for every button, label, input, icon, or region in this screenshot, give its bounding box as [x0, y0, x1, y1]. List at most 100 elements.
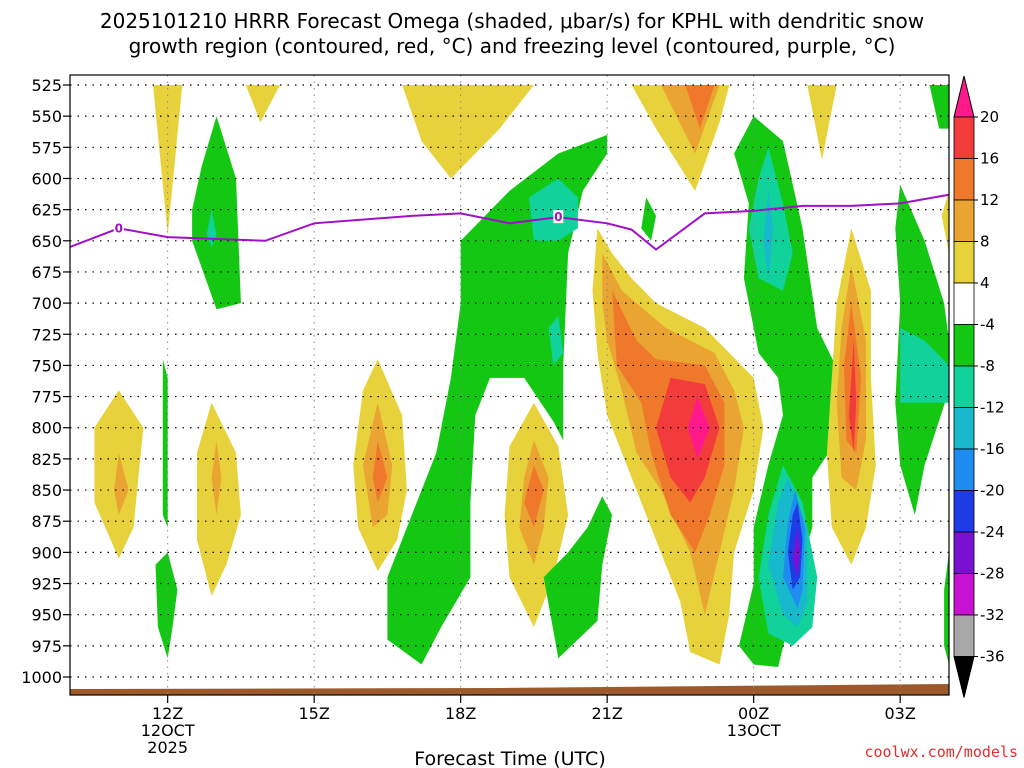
- y-tick-label-575: 575: [31, 138, 62, 157]
- colorbar-segment-11: [953, 531, 975, 574]
- x-tick-label-18-0: 18Z: [445, 704, 476, 723]
- omega-region-r19: [387, 134, 608, 665]
- pressure-axis: 525 550 575 600 625 650 675 700 725 750 775 800 825 8…: [21, 76, 70, 687]
- x-tick-label-21-0: 21Z: [592, 704, 623, 723]
- omega-region-r24: [524, 465, 544, 528]
- colorbar-label-13: -36: [980, 648, 1005, 666]
- x-tick-label-27-0: 03Z: [885, 704, 916, 723]
- omega-region-r7: [685, 85, 715, 129]
- colorbar-label-12: -32: [980, 606, 1005, 624]
- x-tick-label-24-1: 13OCT: [727, 721, 781, 740]
- y-tick-label-700: 700: [31, 294, 62, 313]
- y-tick-label-725: 725: [31, 325, 62, 344]
- chart-title-line-2: growth region (contoured, red, °C) and f…: [129, 34, 896, 58]
- credit-text: coolwx.com/models: [864, 743, 1018, 761]
- colorbar-segment-4: [953, 241, 975, 284]
- omega-region-r15: [211, 440, 222, 515]
- y-tick-label-525: 525: [31, 76, 62, 95]
- colorbar-segment-6: [953, 324, 975, 367]
- freezing-label-bg-1: [553, 210, 564, 224]
- y-tick-label-875: 875: [31, 512, 62, 531]
- colorbar-bottom-arrow: [953, 656, 975, 698]
- colorbar-top-arrow: [953, 75, 975, 118]
- x-tick-label-12-1: 12OCT: [141, 721, 195, 740]
- freezing-level-layer: 00: [70, 193, 949, 251]
- colorbar: 20 16 12 8 4 -4 -8 -12 -16 -20 -24 -28 -32 -36: [953, 75, 1005, 698]
- omega-region-r9: [114, 452, 129, 515]
- colorbar-label-5: -4: [980, 316, 995, 334]
- omega-region-r4: [807, 85, 837, 160]
- y-tick-label-825: 825: [31, 450, 62, 469]
- colorbar-label-4: 4: [980, 274, 990, 292]
- omega-region-r12: [192, 116, 241, 310]
- omega-region-r48: [944, 552, 949, 665]
- y-tick-label-775: 775: [31, 388, 62, 407]
- y-tick-label-850: 850: [31, 481, 62, 500]
- y-tick-label-975: 975: [31, 637, 62, 656]
- freezing-label-bg-0: [113, 221, 124, 235]
- y-tick-label-675: 675: [31, 263, 62, 282]
- omega-region-r45: [900, 328, 949, 403]
- omega-region-r21: [548, 315, 564, 366]
- y-tick-label-800: 800: [31, 419, 62, 438]
- omega-region-r25: [543, 496, 613, 659]
- x-tick-label-12-0: 12Z: [152, 704, 183, 723]
- omega-region-r20: [529, 178, 578, 241]
- omega-region-r13: [206, 209, 217, 247]
- y-tick-label-550: 550: [31, 107, 62, 126]
- y-tick-label-625: 625: [31, 201, 62, 220]
- colorbar-label-0: 20: [980, 108, 999, 126]
- plot-frame: [69, 74, 950, 696]
- omega-region-r47: [941, 190, 949, 254]
- omega-region-r11: [155, 552, 178, 659]
- omega-region-r26: [641, 197, 656, 241]
- omega-region-r34: [763, 190, 774, 279]
- colorbar-label-7: -12: [980, 399, 1005, 417]
- colorbar-segment-7: [953, 365, 975, 408]
- y-tick-label-650: 650: [31, 232, 62, 251]
- omega-region-r14: [197, 402, 241, 596]
- colorbar-label-9: -20: [980, 482, 1005, 500]
- colorbar-segment-2: [953, 158, 975, 201]
- ground-surface: [70, 684, 949, 695]
- colorbar-segment-5: [953, 282, 975, 325]
- freezing-level-label-0: 0: [115, 221, 123, 235]
- omega-region-r30: [656, 377, 720, 503]
- colorbar-label-6: -8: [980, 357, 995, 375]
- colorbar-label-1: 16: [980, 150, 999, 168]
- omega-region-r31: [687, 396, 710, 459]
- x-axis-label: Forecast Time (UTC): [414, 748, 605, 768]
- freezing-level-line: [70, 193, 949, 251]
- omega-region-r18: [372, 440, 388, 503]
- y-tick-label-900: 900: [31, 543, 62, 562]
- x-tick-label-12-2: 2025: [147, 738, 188, 757]
- y-tick-label-600: 600: [31, 169, 62, 188]
- y-tick-label-750: 750: [31, 356, 62, 375]
- x-tick-label-15-0: 15Z: [299, 704, 330, 723]
- colorbar-segment-3: [953, 199, 975, 242]
- freezing-level-label-1: 0: [554, 210, 562, 224]
- omega-region-r43: [848, 340, 857, 453]
- chart-title-line-1: 2025101210 HRRR Forecast Omega (shaded, …: [100, 9, 924, 33]
- y-tick-label-950: 950: [31, 606, 62, 625]
- omega-region-r39: [792, 527, 801, 578]
- colorbar-segment-12: [953, 573, 975, 616]
- omega-region-r46: [929, 85, 949, 129]
- colorbar-segment-13: [953, 614, 975, 657]
- colorbar-segment-9: [953, 448, 975, 491]
- colorbar-segment-1: [953, 116, 975, 159]
- colorbar-label-2: 12: [980, 191, 999, 209]
- omega-region-r3: [402, 85, 534, 179]
- y-tick-label-925: 925: [31, 575, 62, 594]
- y-tick-label-1000: 1000: [21, 668, 62, 687]
- colorbar-label-3: 8: [980, 233, 990, 251]
- colorbar-label-10: -24: [980, 523, 1005, 541]
- omega-region-r2: [245, 85, 280, 123]
- omega-shading-layer: [94, 85, 949, 667]
- omega-region-r10: [162, 359, 168, 528]
- x-tick-label-24-0: 00Z: [738, 704, 769, 723]
- colorbar-label-11: -28: [980, 565, 1005, 583]
- colorbar-segment-10: [953, 490, 975, 533]
